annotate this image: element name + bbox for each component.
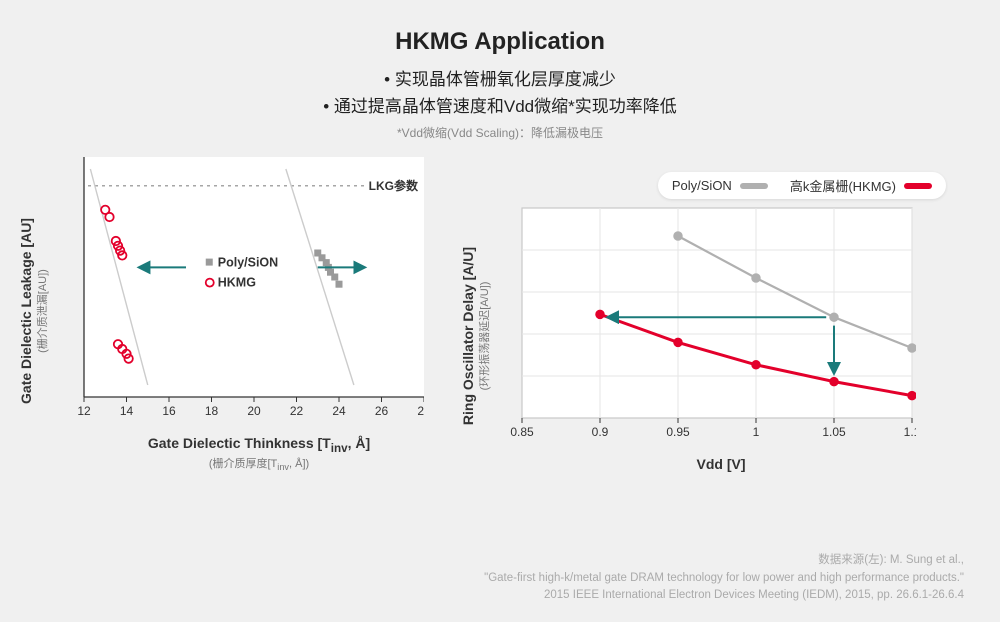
svg-text:1.1: 1.1 xyxy=(904,425,916,439)
svg-text:28: 28 xyxy=(417,404,424,418)
left-x-label: Gate Dielectic Thinkness [Tinv, Å] (栅介质厚… xyxy=(44,435,474,472)
svg-text:20: 20 xyxy=(247,404,261,418)
bullet-1: • 实现晶体管栅氧化层厚度减少 xyxy=(0,66,1000,93)
left-chart: Gate Dielectic Leakage [AU] (栅介质泄漏[AU]) … xyxy=(44,149,474,472)
right-y-sub: (环形振荡器延迟[A/U]) xyxy=(476,206,492,466)
right-x-label: Vdd [V] xyxy=(486,456,956,472)
svg-text:16: 16 xyxy=(162,404,176,418)
bullet-2: • 通过提高晶体管速度和Vdd微缩*实现功率降低 xyxy=(0,93,1000,120)
footnote-vdd: *Vdd微缩(Vdd Scaling)：降低漏极电压 xyxy=(0,124,1000,141)
svg-text:24: 24 xyxy=(332,404,346,418)
right-chart: Poly/SiON 高k金属栅(HKMG) Ring Oscillator De… xyxy=(486,200,956,472)
svg-text:18: 18 xyxy=(205,404,219,418)
legend-hkmg-label: 高k金属栅(HKMG) xyxy=(790,176,896,195)
svg-text:0.85: 0.85 xyxy=(510,425,534,439)
svg-text:1.05: 1.05 xyxy=(822,425,846,439)
citation-line-2: "Gate-first high-k/metal gate DRAM techn… xyxy=(484,570,964,587)
svg-text:LKG参数: LKG参数 xyxy=(369,178,419,193)
charts-row: Gate Dielectic Leakage [AU] (栅介质泄漏[AU]) … xyxy=(0,149,1000,472)
svg-text:HKMG: HKMG xyxy=(218,276,256,290)
svg-text:22: 22 xyxy=(290,404,304,418)
svg-text:26: 26 xyxy=(375,404,389,418)
citation-line-1: 数据来源(左): M. Sung et al., xyxy=(484,552,964,569)
bullet-list: • 实现晶体管栅氧化层厚度减少 • 通过提高晶体管速度和Vdd微缩*实现功率降低 xyxy=(0,66,1000,120)
page-title: HKMG Application xyxy=(0,0,1000,56)
legend-top: Poly/SiON 高k金属栅(HKMG) xyxy=(658,172,946,199)
left-chart-svg: 12 14 16 18 20 22 24 26 28 LKG参数 Poly/SiON HKMG xyxy=(44,149,424,429)
legend-poly-swatch xyxy=(740,183,768,189)
left-y-label: Gate Dielectic Leakage [AU] (栅介质泄漏[AU]) xyxy=(18,181,50,441)
right-y-label: Ring Oscillator Delay [A/U] (环形振荡器延迟[A/U… xyxy=(460,206,492,466)
svg-text:0.95: 0.95 xyxy=(666,425,690,439)
right-chart-svg: 0.85 0.9 0.95 1 1.05 1.1 xyxy=(486,200,916,450)
left-y-sub: (栅介质泄漏[AU]) xyxy=(34,181,50,441)
citation: 数据来源(左): M. Sung et al., "Gate-first hig… xyxy=(484,552,964,604)
citation-line-3: 2015 IEEE International Electron Devices… xyxy=(484,587,964,604)
svg-text:12: 12 xyxy=(77,404,91,418)
left-x-main: Gate Dielectic Thinkness [Tinv, Å] xyxy=(148,435,370,451)
legend-poly-label: Poly/SiON xyxy=(672,178,732,193)
svg-text:14: 14 xyxy=(120,404,134,418)
left-x-sub: (栅介质厚度[Tinv, Å]) xyxy=(44,455,474,472)
svg-text:1: 1 xyxy=(753,425,760,439)
legend-hkmg-swatch xyxy=(904,183,932,189)
right-x-main: Vdd [V] xyxy=(697,456,746,472)
right-y-main: Ring Oscillator Delay [A/U] xyxy=(460,247,476,425)
left-y-main: Gate Dielectic Leakage [AU] xyxy=(18,218,34,404)
svg-text:Poly/SiON: Poly/SiON xyxy=(218,256,278,270)
svg-text:0.9: 0.9 xyxy=(592,425,609,439)
